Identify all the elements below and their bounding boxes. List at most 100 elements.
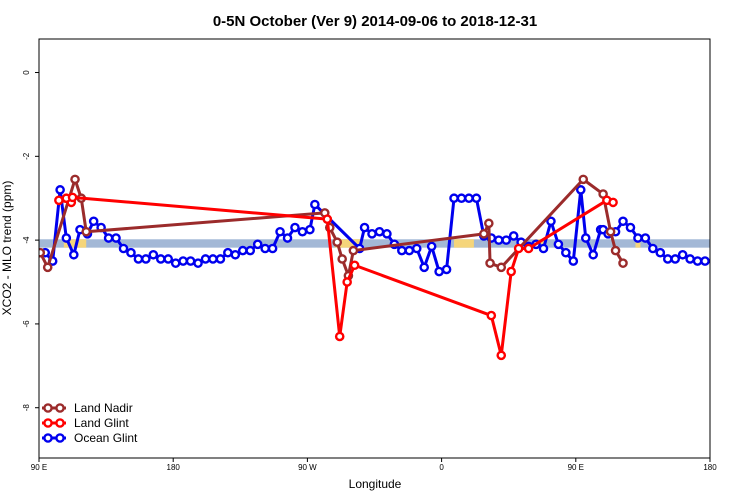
data-point <box>200 254 211 264</box>
data-point <box>456 193 467 204</box>
chart-title: 0-5N October (Ver 9) 2014-09-06 to 2018-… <box>213 13 537 30</box>
legend-label: Land Nadir <box>74 401 133 415</box>
data-point <box>374 226 385 237</box>
data-point <box>561 247 571 258</box>
data-point <box>588 249 598 260</box>
data-point <box>640 233 651 243</box>
data-point <box>185 256 196 266</box>
data-point <box>685 254 695 264</box>
data-point <box>208 254 218 264</box>
x-tick-label: 0 <box>439 463 444 472</box>
data-point <box>553 239 564 250</box>
data-point <box>245 245 256 256</box>
data-point <box>496 350 507 361</box>
data-point <box>178 256 188 266</box>
legend-marker <box>43 403 53 413</box>
data-point <box>68 249 79 260</box>
data-point <box>434 266 444 277</box>
x-tick-label: 90 E <box>568 463 584 472</box>
legend-marker <box>43 433 53 443</box>
data-point <box>342 277 352 287</box>
data-point <box>267 243 278 254</box>
data-point <box>237 245 248 256</box>
data-point <box>513 243 524 254</box>
data-point <box>449 193 459 204</box>
data-point <box>163 254 174 264</box>
data-point <box>471 193 482 204</box>
data-point <box>608 197 618 208</box>
y-tick-label: 0 <box>22 70 31 75</box>
plot-area <box>39 174 710 361</box>
x-tick-label: 90 W <box>298 463 317 472</box>
legend-marker <box>55 403 65 413</box>
data-point <box>297 226 308 237</box>
data-point <box>349 260 360 271</box>
data-point <box>133 254 144 264</box>
data-point <box>677 249 688 260</box>
data-point <box>523 243 534 254</box>
data-point <box>692 256 703 266</box>
data-point <box>111 233 121 243</box>
data-point <box>419 262 430 273</box>
data-point <box>103 233 114 243</box>
data-point <box>170 258 181 268</box>
series-layer <box>39 174 710 361</box>
data-point <box>359 222 370 233</box>
legend-marker <box>55 433 65 443</box>
data-point <box>486 310 497 321</box>
data-point <box>493 235 504 245</box>
data-point <box>655 247 666 258</box>
data-point <box>506 266 516 277</box>
data-point <box>215 254 226 264</box>
data-point <box>484 218 494 229</box>
y-tick-label: -8 <box>22 404 31 412</box>
data-point <box>88 216 99 227</box>
data-point <box>605 226 616 237</box>
data-point <box>568 256 579 266</box>
band-land-segment <box>63 239 87 248</box>
legend-item-land-nadir: Land Nadir <box>42 401 133 415</box>
data-point <box>61 233 72 243</box>
data-point <box>193 258 203 268</box>
band-land-segment <box>334 239 363 248</box>
data-point <box>141 254 151 264</box>
data-point <box>367 229 377 239</box>
data-point <box>118 243 129 254</box>
data-point <box>223 247 233 258</box>
data-point <box>290 222 300 233</box>
x-tick-label: 90 E <box>31 463 47 472</box>
x-axis-label: Longitude <box>349 477 402 491</box>
data-point <box>618 258 628 268</box>
band-land-segment <box>454 239 474 248</box>
data-point <box>404 245 415 256</box>
data-point <box>42 262 53 273</box>
y-axis: 0 -2 -4 -6 -8 <box>22 70 39 412</box>
y-axis-label: XCO2 - MLO trend (ppm) <box>0 181 14 316</box>
data-point <box>54 195 64 206</box>
y-tick-label: -2 <box>22 152 31 160</box>
legend-item-land-glint: Land Glint <box>42 416 129 430</box>
data-point <box>260 243 270 254</box>
data-point <box>508 231 519 241</box>
y-tick-label: -4 <box>22 236 31 244</box>
data-point <box>348 245 359 256</box>
x-tick-label: 180 <box>167 463 181 472</box>
legend-marker <box>55 418 65 428</box>
x-tick-label: 180 <box>703 463 717 472</box>
data-point <box>282 233 293 243</box>
data-point <box>575 185 586 195</box>
plot-frame <box>38 38 711 459</box>
data-point <box>546 216 556 227</box>
data-point <box>648 243 658 254</box>
data-point <box>426 241 437 252</box>
data-point <box>618 216 628 227</box>
data-point <box>81 226 92 237</box>
data-point <box>625 222 636 233</box>
x-axis: 90 E 180 90 W 0 90 E 180 <box>31 458 717 472</box>
data-point <box>662 254 673 264</box>
data-point <box>126 247 136 258</box>
data-point <box>55 185 65 195</box>
data-point <box>479 229 489 239</box>
data-point <box>148 249 159 260</box>
